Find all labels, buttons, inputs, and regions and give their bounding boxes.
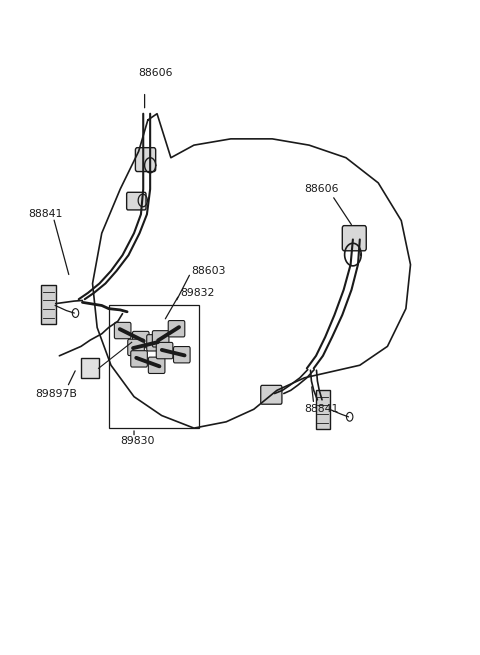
Bar bbox=[108, 305, 199, 428]
Text: 89897B: 89897B bbox=[35, 388, 77, 398]
Text: 88841: 88841 bbox=[28, 210, 62, 219]
FancyBboxPatch shape bbox=[152, 331, 169, 347]
FancyBboxPatch shape bbox=[128, 339, 144, 356]
Text: 89830: 89830 bbox=[120, 436, 155, 445]
Circle shape bbox=[347, 413, 353, 421]
Text: 89832: 89832 bbox=[180, 288, 215, 298]
FancyBboxPatch shape bbox=[41, 286, 56, 324]
Text: 88606: 88606 bbox=[304, 184, 339, 194]
FancyBboxPatch shape bbox=[114, 322, 131, 339]
Text: 88841: 88841 bbox=[304, 404, 339, 414]
FancyBboxPatch shape bbox=[127, 193, 146, 210]
FancyBboxPatch shape bbox=[81, 358, 98, 379]
Text: 88606: 88606 bbox=[139, 68, 173, 78]
FancyBboxPatch shape bbox=[131, 350, 147, 367]
Text: 88603: 88603 bbox=[192, 266, 226, 276]
FancyBboxPatch shape bbox=[168, 320, 185, 337]
FancyBboxPatch shape bbox=[173, 346, 190, 363]
FancyBboxPatch shape bbox=[315, 390, 330, 430]
FancyBboxPatch shape bbox=[147, 335, 163, 351]
Circle shape bbox=[72, 309, 79, 318]
FancyBboxPatch shape bbox=[135, 147, 156, 172]
FancyBboxPatch shape bbox=[132, 331, 149, 348]
FancyBboxPatch shape bbox=[148, 357, 165, 373]
FancyBboxPatch shape bbox=[342, 225, 366, 251]
FancyBboxPatch shape bbox=[261, 385, 282, 404]
FancyBboxPatch shape bbox=[156, 343, 173, 359]
